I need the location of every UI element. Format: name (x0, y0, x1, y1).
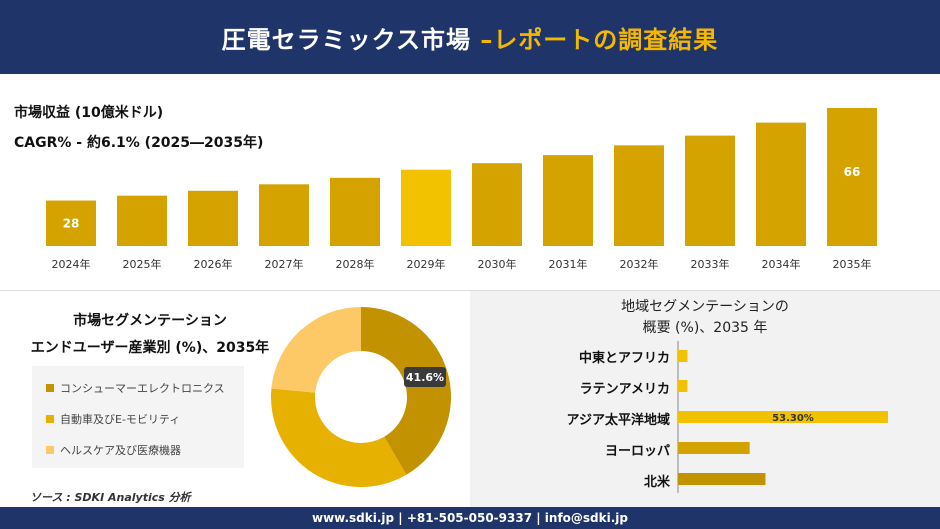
bar-5 (401, 169, 451, 246)
bar-6 (472, 163, 522, 246)
region-bar-chart: 53.30% (677, 341, 888, 493)
bar-8 (614, 145, 664, 246)
legend-label: コンシューマーエレクトロニクス (60, 382, 225, 395)
region-label: 中東とアフリカ (578, 351, 670, 366)
donut-chart: 41.6% (270, 307, 451, 487)
x-tick-label: 2031年 (549, 257, 588, 271)
hbar-3 (678, 442, 750, 454)
legend-item: ヘルスケア及び医療機器 (46, 442, 181, 458)
donut-slice-0 (361, 307, 451, 475)
divider (0, 290, 940, 291)
hbar-0 (678, 350, 688, 362)
x-tick-label: 2028年 (336, 257, 375, 271)
title-accent: –レポートの調査結果 (480, 25, 719, 54)
x-tick-label: 2035年 (833, 257, 872, 271)
x-tick-label: 2029年 (407, 257, 446, 271)
cagr-label: CAGR% - 約6.1% (2025―2035年) (14, 135, 264, 151)
revenue-bar-chart: 2024年 28 2025年 2026年 2027年 2028年 2029年 2030年 203… (46, 108, 877, 271)
donut-slice-1 (270, 388, 407, 487)
hbar-4 (678, 473, 766, 485)
x-tick-label: 2030年 (478, 257, 517, 271)
x-tick-label: 2032年 (620, 257, 659, 271)
legend-swatch (46, 384, 54, 392)
hbar-1 (678, 380, 688, 392)
page-title: 圧電セラミックス市場 –レポートの調査結果 (222, 20, 719, 55)
revenue-panel: 市場収益 (10億米ドル) CAGR% - 約6.1% (2025―2035年)… (0, 74, 940, 290)
x-tick-label: 2026年 (194, 257, 233, 271)
bar-1 (117, 195, 167, 246)
x-tick-label: 2027年 (265, 257, 304, 271)
legend-swatch (46, 415, 54, 423)
title-main: 圧電セラミックス市場 (221, 25, 481, 54)
legend-label: 自動車及びE-モビリティ (60, 413, 181, 426)
x-tick-label: 2034年 (762, 257, 801, 271)
bar-7 (543, 155, 593, 246)
legend-item: 自動車及びE-モビリティ (46, 411, 180, 427)
region-title-line2: 概要 (%)、2035 年 (642, 320, 768, 336)
legend-swatch (46, 446, 54, 454)
data-label: 41.6% (406, 371, 444, 384)
header-banner: 圧電セラミックス市場 –レポートの調査結果 (0, 0, 940, 74)
legend-label: ヘルスケア及び医療機器 (60, 444, 181, 457)
bar-0 (46, 200, 96, 246)
x-tick-label: 2025年 (123, 257, 162, 271)
bar-4 (330, 177, 380, 246)
region-label: ラテンアメリカ (579, 382, 670, 397)
bar-3 (259, 184, 309, 246)
segment-panel: 市場セグメンテーション エンドユーザー産業別 (%)、2035年 コンシューマー… (0, 291, 470, 507)
data-label-box (404, 367, 446, 387)
region-label: ヨーロッパ (604, 444, 670, 459)
segment-title-line1: 市場セグメンテーション (73, 313, 227, 329)
bar-11 (827, 108, 877, 246)
donut-slice-2 (271, 307, 361, 393)
revenue-label: 市場収益 (10億米ドル) (14, 105, 164, 121)
bar-10 (756, 122, 806, 246)
source-note: ソース : SDKI Analytics 分析 (30, 491, 191, 504)
data-label: 53.30% (772, 413, 814, 424)
x-tick-label: 2024年 (52, 257, 91, 271)
hbar-2 (678, 411, 888, 423)
data-label: 28 (63, 216, 80, 230)
legend-item: コンシューマーエレクトロニクス (46, 380, 225, 396)
region-label: 北米 (643, 475, 670, 490)
region-label: アジア太平洋地域 (566, 413, 670, 428)
data-label: 66 (844, 165, 861, 179)
bar-2 (188, 190, 238, 246)
x-tick-label: 2033年 (691, 257, 730, 271)
region-title-line1: 地域セグメンテーションの (621, 299, 789, 315)
region-panel: 地域セグメンテーションの 概要 (%)、2035 年 中東とアフリカ ラテンアメ… (470, 291, 940, 507)
segment-title-line2: エンドユーザー産業別 (%)、2035年 (30, 340, 270, 356)
bar-9 (685, 135, 735, 246)
footer-contact: www.sdki.jp | +81-505-050-9337 | info@sd… (0, 507, 940, 529)
donut-legend: コンシューマーエレクトロニクス 自動車及びE-モビリティ ヘルスケア及び医療機器 (32, 366, 244, 468)
